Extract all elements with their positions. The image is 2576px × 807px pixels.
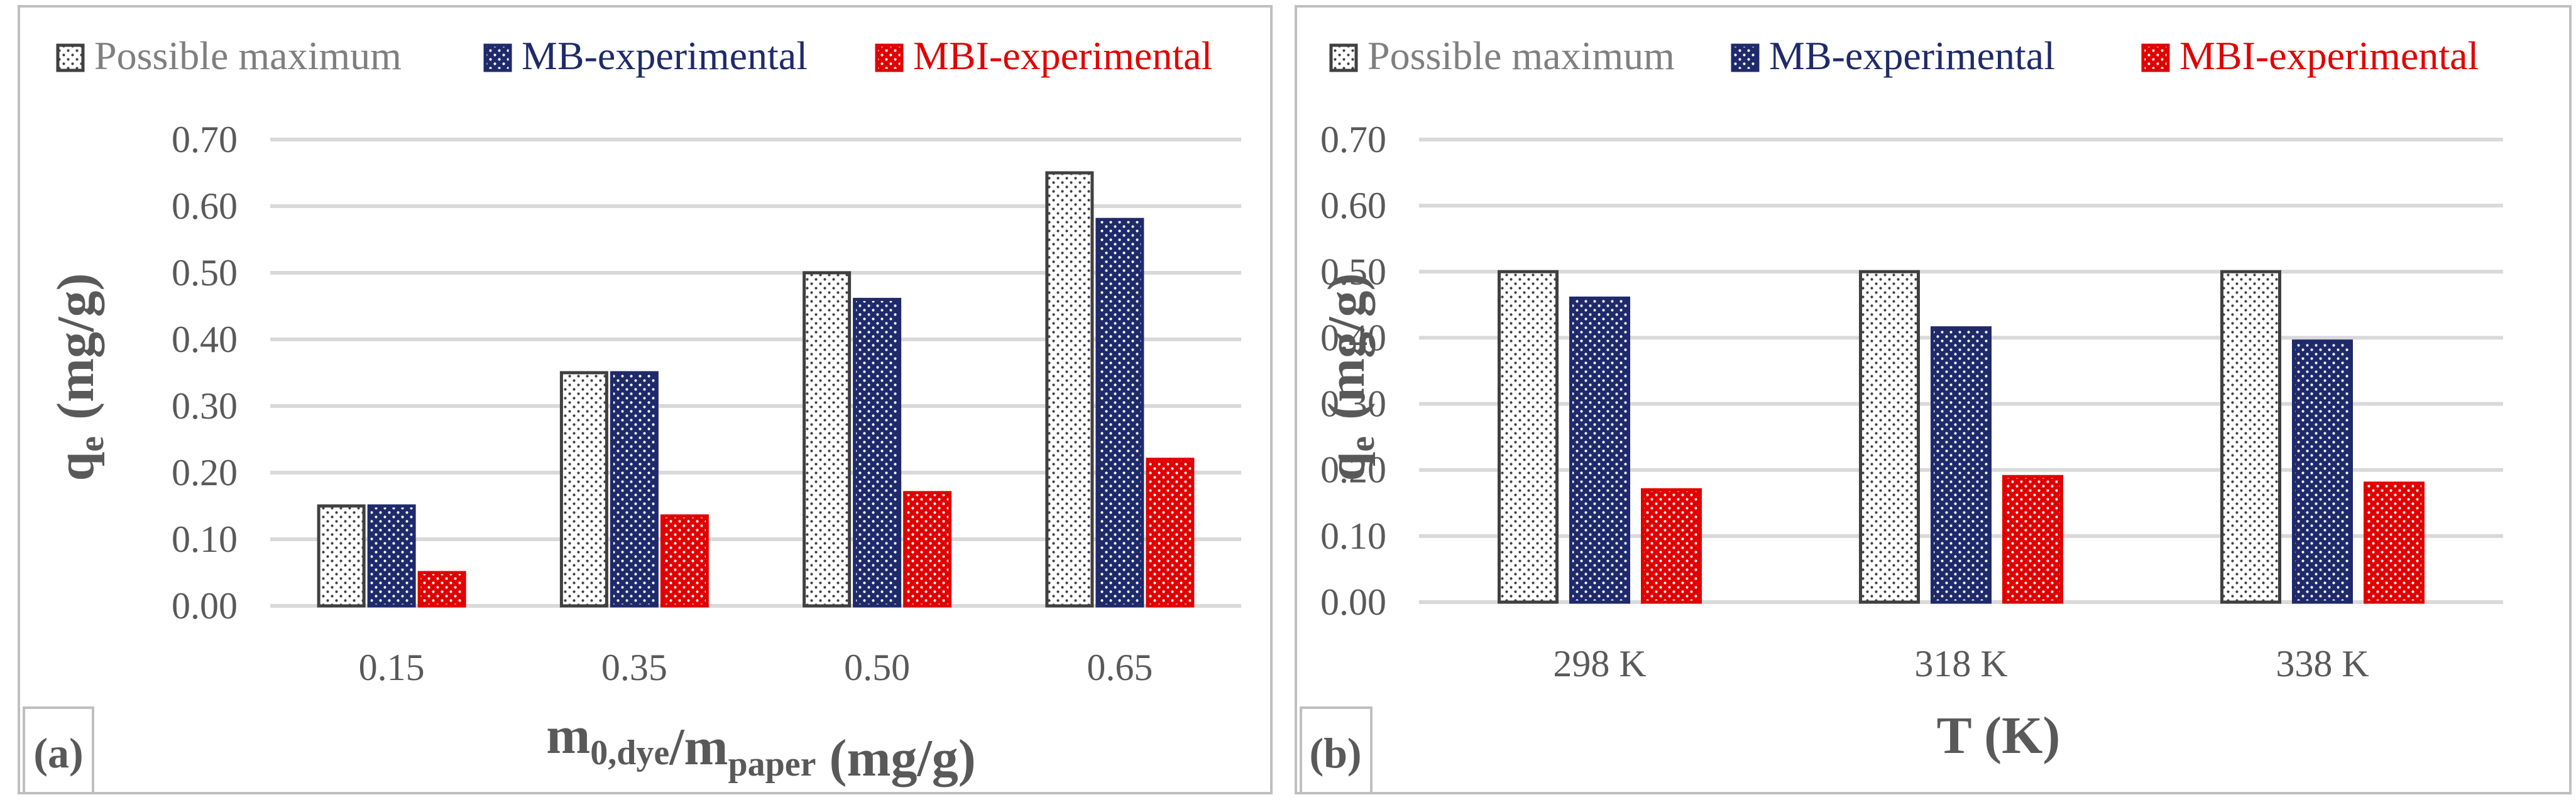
y-tick-label: 0.10 — [1320, 515, 1386, 557]
x-tick-label: 0.35 — [601, 647, 667, 688]
x-axis-label-part: /m — [669, 718, 728, 776]
bar-mbi-experimental — [1146, 458, 1195, 608]
legend-swatch — [1329, 43, 1358, 72]
y-tick-label: 0.40 — [172, 319, 238, 360]
y-tick-label: 0.30 — [1320, 383, 1386, 425]
bar-possible-maximum — [317, 504, 366, 608]
x-axis-label-part: m — [546, 706, 590, 765]
y-axis-label: qe (mg/g) — [47, 273, 111, 481]
legend-swatch — [56, 43, 85, 72]
y-axis-label-main: q — [47, 452, 105, 481]
y-tick-label: 0.70 — [1320, 119, 1386, 160]
y-tick-label: 0.30 — [172, 385, 238, 427]
panel-a: 0.00 0.10 0.20 0.30 0.40 0.50 0.60 0.70 0.15 0.35… — [18, 5, 1273, 794]
x-axis-label-part: (mg/g) — [816, 729, 976, 788]
bar-possible-maximum — [559, 371, 608, 608]
y-axis-label-unit: (mg/g) — [47, 273, 105, 420]
x-axis-label: m0,dye/mpaper (mg/g) — [546, 706, 976, 788]
y-tick-label: 0.20 — [172, 452, 238, 493]
x-axis-label-part: T (K) — [1937, 706, 2061, 765]
legend-swatch — [483, 43, 512, 72]
bar-mbi-experimental — [417, 571, 466, 608]
bar-mbi-experimental — [2364, 481, 2425, 604]
bar-mbi-experimental — [903, 491, 952, 608]
y-axis-label-sub: e — [72, 436, 111, 452]
x-tick-label: 338 K — [2276, 643, 2369, 684]
bar-possible-maximum — [2220, 270, 2281, 604]
y-axis-label-sub: e — [1343, 436, 1382, 452]
panel-b: 0.00 0.10 0.20 0.30 0.40 0.50 0.60 0.70 298 K 318… — [1295, 5, 2572, 794]
y-tick-label: 0.20 — [1320, 449, 1386, 491]
bar-possible-maximum — [1498, 270, 1559, 604]
x-tick-label: 0.50 — [844, 647, 910, 688]
legend-label: MBI-experimental — [2179, 33, 2479, 78]
legend-swatch — [2141, 43, 2170, 72]
y-tick-label: 0.60 — [172, 185, 238, 227]
bar-mbi-experimental — [660, 514, 709, 608]
x-axis-label: T (K) — [1937, 706, 2061, 765]
y-tick-label: 0.50 — [1320, 251, 1386, 292]
bar-mb-experimental — [610, 371, 659, 608]
bar-mbi-experimental — [1641, 488, 1702, 604]
legend-label: MB-experimental — [1769, 33, 2055, 78]
bar-possible-maximum — [1045, 171, 1094, 608]
y-axis-label-unit: (mg/g) — [1317, 273, 1376, 420]
legend-label: MBI-experimental — [913, 33, 1212, 78]
panel-label-box — [1300, 706, 1373, 794]
y-axis-label-main: q — [1317, 452, 1376, 481]
y-tick-label: 0.40 — [1320, 317, 1386, 358]
bar-possible-maximum — [1859, 270, 1920, 604]
y-tick-label: 0.60 — [1320, 185, 1386, 226]
legend-swatch — [1731, 43, 1760, 72]
bar-mb-experimental — [1095, 217, 1144, 608]
y-tick-label: 0.00 — [1320, 581, 1386, 623]
x-axis-label-sub: 0,dye — [590, 733, 669, 772]
y-tick-label: 0.10 — [172, 519, 238, 560]
bar-mbi-experimental — [2002, 475, 2063, 604]
bar-mb-experimental — [2292, 339, 2353, 604]
legend-label: Possible maximum — [1367, 33, 1675, 78]
panel-label: (a) — [33, 729, 83, 777]
x-tick-label: 0.65 — [1087, 647, 1153, 688]
y-tick-label: 0.50 — [172, 252, 238, 294]
panel-label: (b) — [1309, 729, 1361, 777]
bar-mb-experimental — [853, 297, 902, 608]
x-axis-label-sub: paper — [728, 745, 816, 784]
bar-mb-experimental — [1931, 326, 1992, 604]
legend-label: MB-experimental — [522, 33, 808, 78]
y-axis-label: qe (mg/g) — [1317, 273, 1382, 481]
y-tick-label: 0.00 — [172, 585, 238, 627]
legend-swatch — [875, 43, 904, 72]
x-tick-label: 318 K — [1914, 643, 2007, 684]
bar-mb-experimental — [1569, 296, 1630, 604]
bar-mb-experimental — [367, 504, 416, 608]
y-tick-label: 0.70 — [172, 119, 238, 160]
bar-possible-maximum — [803, 271, 852, 608]
legend-label: Possible maximum — [94, 33, 402, 78]
x-tick-label: 0.15 — [359, 647, 425, 688]
panel-label-box — [23, 706, 94, 794]
x-tick-label: 298 K — [1553, 643, 1646, 684]
